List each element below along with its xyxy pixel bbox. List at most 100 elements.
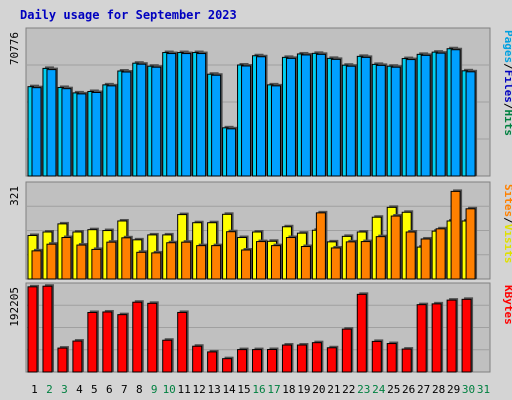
kbytes-kbytes-bar-face [177,311,188,373]
kbytes-kbytes-bar-face [356,293,367,373]
kbytes-kbytes-bar [326,345,339,373]
x-tick-label: 9 [151,383,158,396]
x-tick-label: 5 [91,383,98,396]
kbytes-side-label-part: KBytes [502,285,512,325]
kbytes-kbytes-bar [162,338,174,373]
pages-files-hits-files-bar-face [91,91,102,177]
pages-files-hits-files-bar [61,86,73,177]
x-tick-label: 21 [327,383,340,396]
pages-files-hits-files-bar [256,54,268,177]
pages-files-hits-files-bar [315,52,328,177]
kbytes-kbytes-bar-face [207,351,218,373]
sites-visits-sites-bar [315,210,328,280]
sites-visits-sites-bar-face [121,237,132,280]
x-tick-label: 4 [76,383,83,396]
sites-visits-sites-bar [166,240,178,280]
sites-visits-sites-bar-face [106,241,117,280]
pages-files-hits-files-bar-face [300,54,311,177]
kbytes-kbytes-bar [237,347,249,373]
pages-files-hits-files-bar-face [121,71,132,177]
sites-visits-sites-bar [465,206,478,280]
kbytes-kbytes-bar-face [87,311,98,373]
pages-files-hits-files-bar [211,73,223,177]
sites-visits-sites-bar-face [31,250,42,280]
pages-files-hits-files-bar-face [345,65,356,177]
pages-files-hits-files-bar [420,53,433,177]
sites-visits-sites-bar-face [61,237,72,280]
x-tick-label: 20 [312,383,325,396]
kbytes-kbytes-bar [252,347,264,373]
pages-files-hits-files-bar [270,83,283,177]
kbytes-kbytes-bar-face [431,303,442,373]
pages-files-hits-files-bar-face [196,53,207,177]
kbytes-kbytes-bar [266,347,279,373]
kbytes-kbytes-bar-face [416,304,427,373]
kbytes-kbytes-bar-face [192,345,203,373]
kbytes-kbytes-bar [147,301,159,373]
sites-visits-sites-bar-face [390,215,401,280]
pages-files-hits-side-label-part: Hits [502,110,512,137]
pages-files-hits-files-bar-face [181,53,192,177]
kbytes-kbytes-bar-face [446,299,457,373]
sites-visits-sites-bar-face [211,245,222,280]
pages-files-hits-files-bar [166,51,178,177]
kbytes-kbytes-bar [57,346,69,373]
sites-visits-sites-bar-face [166,242,177,280]
x-tick-label: 18 [282,383,295,396]
sites-visits-side-label-part: Visits [502,224,512,264]
pages-files-hits-files-bar [196,51,208,177]
sites-visits-sites-bar-face [241,249,252,280]
pages-files-hits-files-bar [121,70,133,177]
pages-files-hits-files-bar-face [330,58,341,177]
pages-files-hits-files-bar [360,55,373,177]
pages-files-hits-files-bar-face [211,74,222,177]
pages-files-hits-files-bar-face [420,54,431,177]
pages-files-hits-files-bar-face [61,88,72,177]
pages-files-hits-files-bar-face [315,53,326,177]
pages-files-hits-files-bar [405,57,418,177]
x-tick-label: 11 [178,383,191,396]
pages-files-hits-files-bar [31,85,43,177]
x-tick-label: 28 [432,383,445,396]
sites-visits-sites-bar-face [136,251,147,280]
kbytes-kbytes-bar [222,356,234,373]
sites-visits-sites-bar [285,235,298,280]
pages-files-hits-files-bar-face [31,87,42,177]
pages-files-hits-files-bar [285,56,298,177]
sites-visits-sites-bar [181,240,193,280]
pages-files-hits-side-label-part: / [502,63,512,70]
kbytes-kbytes-bar-face [57,347,68,373]
sites-visits-sites-bar [91,247,103,280]
pages-files-hits-files-bar-face [226,128,237,177]
kbytes-kbytes-bar [42,284,54,373]
x-tick-label: 15 [237,383,250,396]
kbytes-kbytes-bar-face [386,343,397,373]
kbytes-side-label: KBytes [502,285,512,325]
sites-visits-sites-bar [196,243,208,280]
x-tick-label: 31 [477,383,490,396]
pages-files-hits-files-bar-face [166,53,177,177]
kbytes-kbytes-bar-face [401,348,412,373]
kbytes-kbytes-bar [371,339,384,373]
kbytes-kbytes-bar-face [326,347,337,373]
pages-files-hits-files-bar-face [405,59,416,177]
pages-files-hits-files-bar-face [241,65,252,177]
sites-visits-sites-bar-face [91,248,102,280]
sites-visits-sites-bar-face [46,243,57,280]
kbytes-kbytes-bar-face [102,311,113,373]
kbytes-kbytes-bar-face [27,286,38,373]
pages-files-hits-files-bar-face [390,66,401,177]
kbytes-kbytes-bar [102,309,114,373]
sites-visits-sites-bar-face [226,231,237,280]
sites-visits-sites-bar [270,243,283,280]
x-tick-label: 13 [207,383,220,396]
sites-visits-sites-bar [390,214,403,280]
sites-visits-sites-bar [76,243,88,280]
kbytes-kbytes-bar [311,340,324,373]
sites-visits-side-label-part: Sites [502,184,512,217]
sites-visits-sites-bar [330,245,343,280]
kbytes-kbytes-bar [27,284,39,373]
sites-visits-sites-bar [345,239,358,280]
pages-files-hits-files-bar [151,65,163,177]
